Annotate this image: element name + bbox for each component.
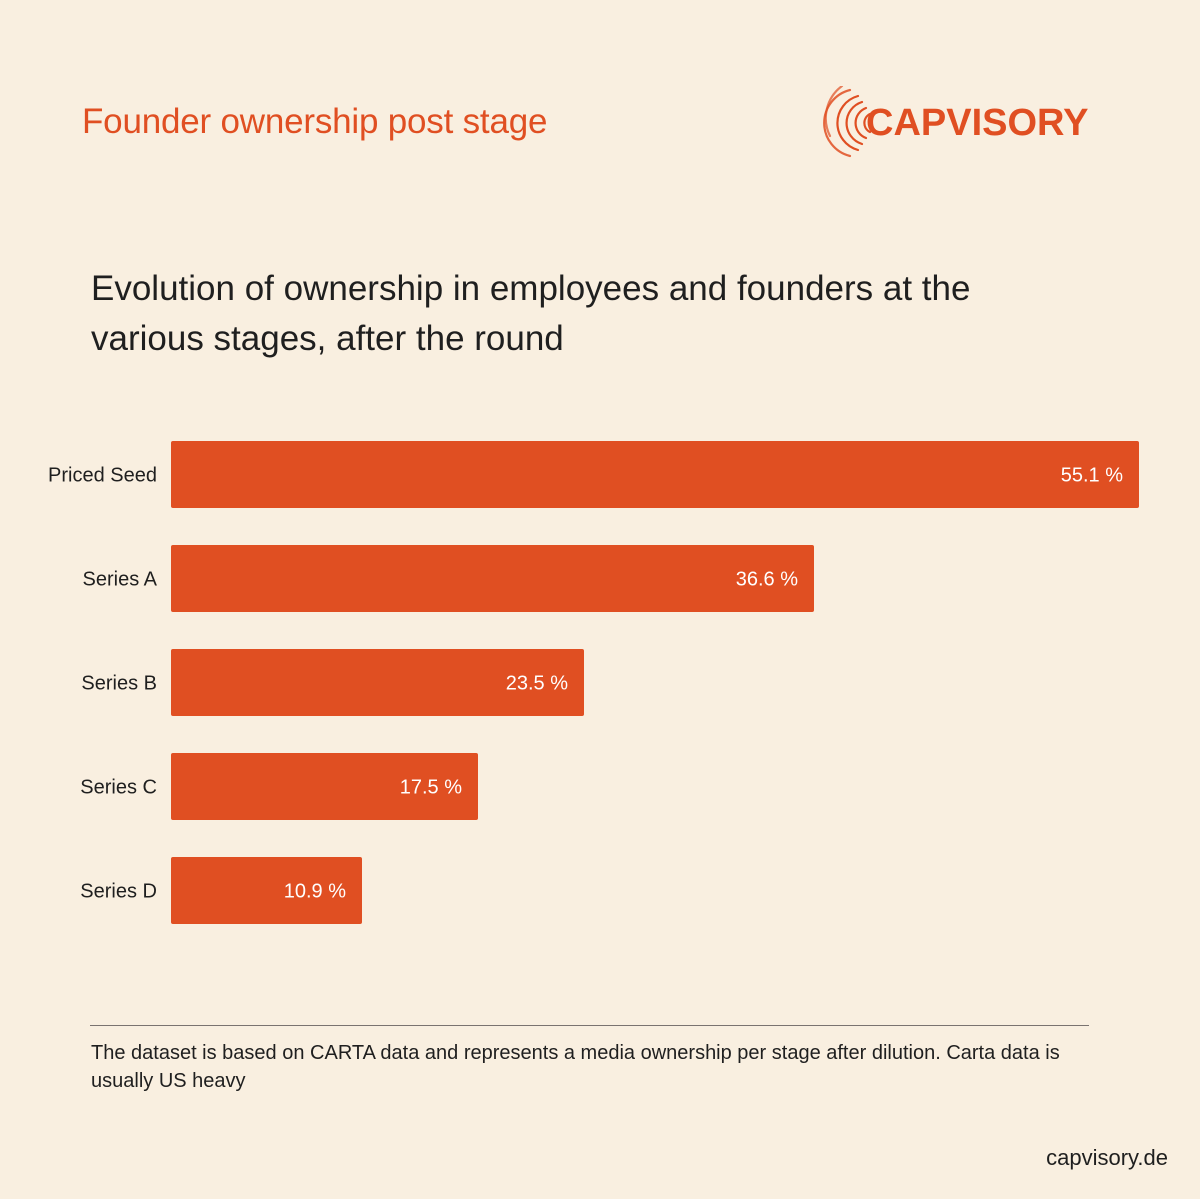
bar-series-b: [171, 649, 584, 716]
bar-series-c: [171, 753, 478, 820]
page-title: Founder ownership post stage: [82, 102, 548, 141]
footnote-divider: [90, 1025, 1089, 1026]
value-label: 10.9 %: [284, 881, 346, 903]
bar-priced-seed: [171, 441, 1139, 508]
website-link[interactable]: capvisory.de: [1046, 1145, 1168, 1170]
signal-arcs-icon: [823, 86, 872, 158]
category-label: Series D: [80, 881, 157, 903]
category-label: Priced Seed: [48, 465, 157, 487]
footnote: The dataset is based on CARTA data and r…: [91, 1042, 1060, 1092]
category-label: Series B: [81, 673, 157, 695]
value-label: 17.5 %: [400, 777, 462, 799]
value-label: 36.6 %: [736, 569, 798, 591]
bar-chart: Priced Seed 55.1 % Series A 36.6 % Series B 2…: [48, 441, 1139, 924]
value-label: 23.5 %: [506, 673, 568, 695]
bar-series-d: [171, 857, 362, 924]
logo-wordmark: CAPVISORY: [866, 102, 1089, 144]
bar-series-a: [171, 545, 814, 612]
category-label: Series A: [83, 569, 158, 591]
category-label: Series C: [80, 777, 157, 799]
capvisory-logo: CAPVISORY: [820, 86, 1100, 160]
chart-subtitle: Evolution of ownership in employees and …: [91, 269, 971, 358]
value-label: 55.1 %: [1061, 465, 1123, 487]
